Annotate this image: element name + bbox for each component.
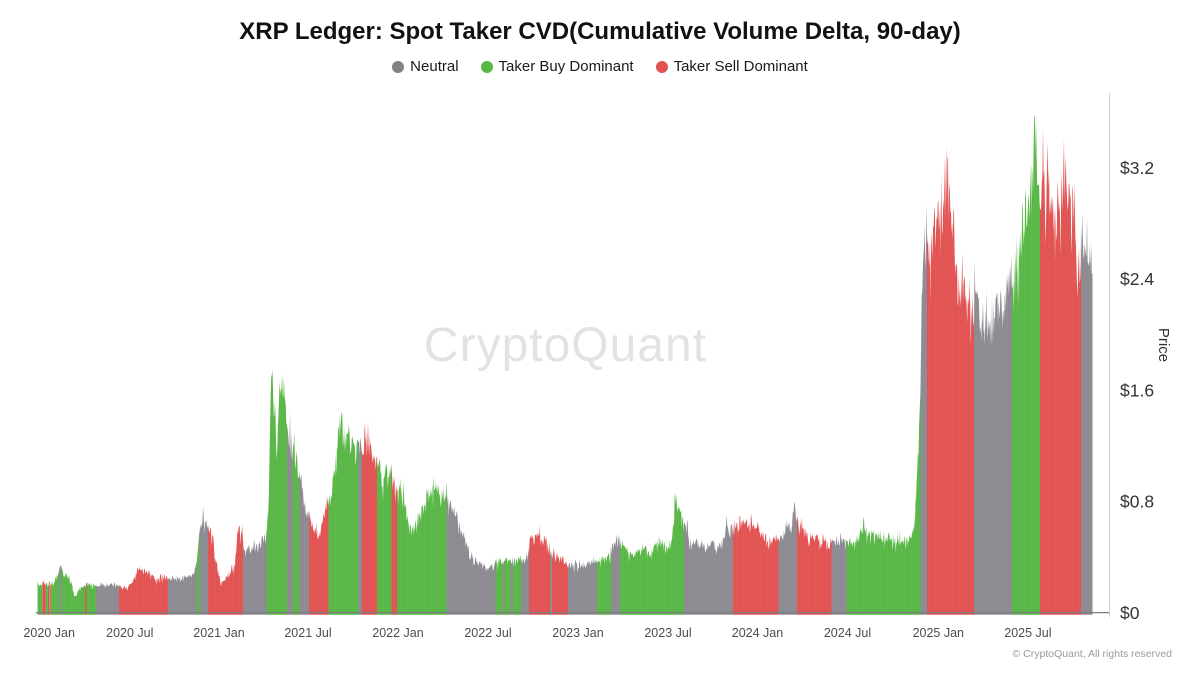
svg-text:Price: Price (1155, 328, 1172, 362)
svg-text:2025 Jul: 2025 Jul (1004, 626, 1051, 640)
svg-text:2021 Jul: 2021 Jul (284, 626, 331, 640)
svg-text:2025 Jan: 2025 Jan (913, 626, 964, 640)
svg-text:$2.4: $2.4 (1120, 269, 1154, 289)
svg-text:$3.2: $3.2 (1120, 158, 1154, 178)
svg-text:2020 Jul: 2020 Jul (106, 626, 153, 640)
svg-text:2024 Jan: 2024 Jan (732, 626, 783, 640)
svg-text:$0: $0 (1120, 603, 1140, 623)
svg-text:2022 Jul: 2022 Jul (464, 626, 511, 640)
svg-text:2023 Jul: 2023 Jul (644, 626, 691, 640)
svg-text:2022 Jan: 2022 Jan (372, 626, 423, 640)
svg-text:$0.8: $0.8 (1120, 492, 1154, 512)
svg-text:2024 Jul: 2024 Jul (824, 626, 871, 640)
svg-text:2020 Jan: 2020 Jan (23, 626, 74, 640)
svg-text:$1.6: $1.6 (1120, 380, 1154, 400)
svg-text:2021 Jan: 2021 Jan (193, 626, 244, 640)
svg-text:2023 Jan: 2023 Jan (552, 626, 603, 640)
